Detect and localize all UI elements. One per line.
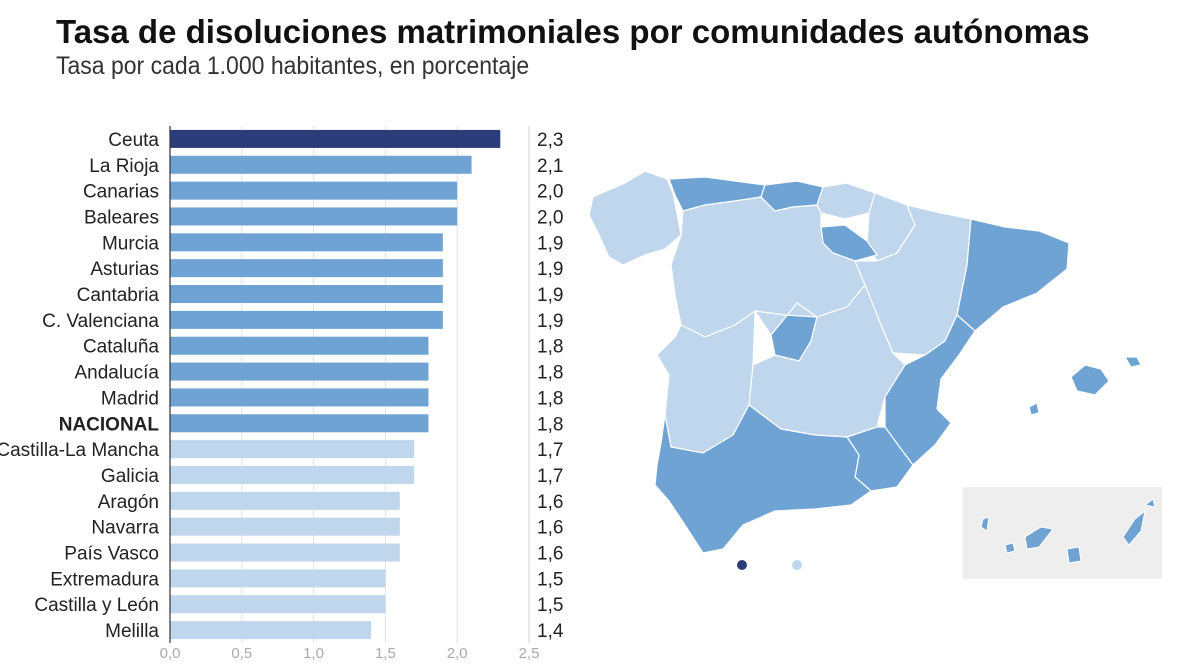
bar: [170, 414, 429, 433]
bar: [170, 310, 443, 329]
region-c-valenciana: [884, 314, 976, 466]
value-label: 1,7: [537, 440, 563, 461]
category-label: Castilla y León: [34, 595, 159, 616]
value-label: 1,5: [537, 569, 563, 590]
category-label: NACIONAL: [59, 414, 160, 435]
value-label: 1,6: [537, 492, 563, 513]
bar: [170, 155, 472, 174]
bar: [170, 465, 415, 484]
value-label: 1,6: [537, 518, 563, 539]
bar: [170, 259, 443, 278]
value-label: 1,9: [537, 233, 563, 254]
value-label: 1,5: [537, 595, 563, 616]
value-label: 1,8: [537, 388, 563, 409]
value-label: 1,8: [537, 337, 563, 358]
x-tick-label: 2,5: [519, 645, 540, 662]
bar: [170, 595, 386, 614]
value-label: 1,4: [537, 621, 564, 642]
bar: [170, 181, 458, 200]
region-canarias: [980, 498, 1156, 564]
chart-title: Tasa de disoluciones matrimoniales por c…: [56, 13, 1090, 50]
bar: [170, 388, 429, 407]
value-label: 1,9: [537, 285, 563, 306]
category-label: Galicia: [101, 466, 160, 487]
category-label: Ceuta: [108, 130, 159, 151]
category-label: País Vasco: [64, 544, 159, 565]
category-label: Asturias: [90, 259, 159, 280]
spain-choropleth-map: [588, 170, 1162, 579]
melilla-marker: [792, 560, 802, 570]
x-tick-label: 1,0: [303, 645, 324, 662]
region-andalucia: [654, 404, 872, 554]
value-label: 2,1: [537, 156, 563, 177]
category-label: Castilla-La Mancha: [0, 440, 159, 461]
bar: [170, 285, 443, 304]
bar: [170, 569, 386, 588]
category-label: C. Valenciana: [42, 311, 159, 332]
category-label: Canarias: [83, 182, 159, 203]
category-label: Madrid: [101, 388, 159, 409]
region-cataluna: [956, 218, 1070, 332]
category-label: Murcia: [102, 233, 159, 254]
region-galicia: [588, 170, 682, 266]
bar: [170, 621, 372, 640]
bar: [170, 129, 501, 148]
value-label: 1,8: [537, 414, 563, 435]
region-baleares: [1028, 356, 1142, 416]
category-label: Cantabria: [77, 285, 160, 306]
x-tick-label: 0,5: [231, 645, 252, 662]
value-label: 2,0: [537, 207, 563, 228]
value-label: 1,6: [537, 544, 563, 565]
category-label: Baleares: [84, 207, 159, 228]
bar-chart: Ceuta 2,3 La Rioja 2,1 Canarias 2,0 Baleares 2,…: [0, 126, 564, 662]
bar: [170, 491, 400, 510]
bar: [170, 336, 429, 355]
category-label: Andalucía: [74, 363, 159, 384]
chart-subtitle: Tasa por cada 1.000 habitantes, en porce…: [56, 52, 530, 80]
bar: [170, 233, 443, 252]
category-label: Navarra: [91, 518, 159, 539]
category-label: Cataluña: [83, 337, 159, 358]
bar: [170, 207, 458, 226]
x-tick-label: 2,0: [447, 645, 468, 662]
value-label: 1,9: [537, 311, 563, 332]
bar: [170, 543, 400, 562]
bar: [170, 517, 400, 536]
region-pais-vasco: [816, 182, 876, 220]
category-label: Extremadura: [50, 569, 159, 590]
category-label: Aragón: [98, 492, 159, 513]
value-label: 2,0: [537, 182, 563, 203]
bar: [170, 362, 429, 381]
category-label: Melilla: [105, 621, 159, 642]
x-tick-label: 1,5: [375, 645, 396, 662]
value-label: 2,3: [537, 130, 563, 151]
value-label: 1,9: [537, 259, 563, 280]
x-tick-label: 0,0: [160, 645, 181, 662]
value-label: 1,8: [537, 363, 563, 384]
value-label: 1,7: [537, 466, 563, 487]
ceuta-marker: [737, 560, 747, 570]
category-label: La Rioja: [89, 156, 159, 177]
bar: [170, 440, 415, 459]
